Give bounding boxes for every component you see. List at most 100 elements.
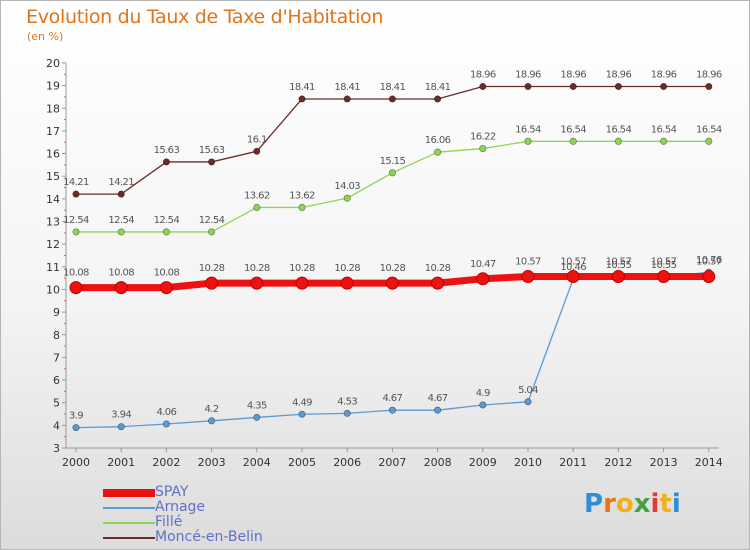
data-point bbox=[117, 228, 125, 236]
legend-swatch bbox=[103, 522, 155, 524]
y-tick-label: 8 bbox=[53, 329, 60, 342]
y-tick-label: 18 bbox=[46, 102, 60, 115]
data-point bbox=[298, 410, 306, 418]
data-label: 10.57 bbox=[606, 257, 632, 268]
data-point bbox=[524, 82, 532, 91]
data-point bbox=[117, 423, 125, 431]
data-point bbox=[434, 148, 442, 156]
y-tick-label: 4 bbox=[53, 419, 60, 432]
legend-item: Fillé bbox=[103, 514, 343, 530]
legend-item: SPAY bbox=[103, 484, 343, 500]
y-tick-label: 7 bbox=[53, 351, 60, 364]
data-point bbox=[72, 228, 80, 236]
data-label: 4.67 bbox=[382, 393, 402, 404]
data-point bbox=[298, 95, 306, 103]
x-tick-label: 2014 bbox=[695, 456, 723, 469]
data-label: 10.08 bbox=[63, 268, 89, 279]
data-point bbox=[253, 203, 261, 212]
data-label: 15.63 bbox=[154, 145, 180, 156]
data-label: 4.2 bbox=[205, 404, 219, 415]
x-tick-label: 2005 bbox=[288, 456, 316, 469]
chart-title: Evolution du Taux de Taxe d'Habitation bbox=[26, 6, 384, 28]
data-point bbox=[162, 228, 170, 236]
y-tick-label: 5 bbox=[53, 397, 60, 410]
data-label: 4.67 bbox=[428, 393, 448, 404]
logo-letter: x bbox=[633, 489, 651, 519]
data-label: 14.03 bbox=[334, 181, 360, 192]
data-point bbox=[340, 276, 354, 290]
data-point bbox=[114, 281, 128, 295]
data-label: 18.96 bbox=[515, 70, 541, 81]
x-tick-label: 2002 bbox=[152, 456, 180, 469]
chart-legend: SPAY Arnage Fillé Moncé-en-Belin bbox=[103, 484, 343, 545]
data-point bbox=[72, 424, 80, 432]
x-tick-label: 2001 bbox=[107, 456, 135, 469]
series-line bbox=[75, 271, 709, 429]
data-point bbox=[431, 276, 445, 290]
data-point bbox=[162, 158, 170, 166]
data-label: 16.1 bbox=[247, 134, 267, 145]
data-label: 13.62 bbox=[289, 190, 315, 201]
y-tick-label: 19 bbox=[46, 80, 60, 93]
data-point bbox=[479, 401, 487, 409]
data-label: 18.96 bbox=[651, 70, 677, 81]
y-tick-label: 17 bbox=[46, 125, 60, 138]
x-tick-label: 2003 bbox=[198, 456, 226, 469]
chart-series bbox=[69, 82, 716, 432]
data-label: 15.15 bbox=[380, 156, 406, 167]
logo-letter: P bbox=[584, 489, 604, 519]
x-tick-label: 2006 bbox=[333, 456, 361, 469]
data-point bbox=[524, 137, 532, 145]
data-label: 12.54 bbox=[154, 215, 180, 226]
y-tick-label: 9 bbox=[53, 306, 60, 319]
legend-label: SPAY bbox=[155, 484, 189, 500]
data-label: 16.22 bbox=[470, 132, 496, 143]
x-tick-label: 2013 bbox=[650, 456, 678, 469]
series-monc-en-belin bbox=[72, 82, 713, 198]
data-label: 12.54 bbox=[199, 215, 225, 226]
data-point bbox=[159, 281, 173, 295]
legend-label: Moncé-en-Belin bbox=[155, 529, 263, 545]
data-point bbox=[343, 194, 351, 202]
data-label: 14.21 bbox=[108, 177, 134, 188]
series-line bbox=[76, 85, 709, 195]
data-label: 4.9 bbox=[476, 388, 490, 399]
data-label: 10.28 bbox=[244, 263, 270, 274]
data-point bbox=[343, 95, 351, 103]
data-label: 18.96 bbox=[696, 70, 722, 81]
data-label: 18.41 bbox=[334, 82, 360, 93]
data-label: 15.63 bbox=[199, 145, 225, 156]
data-label: 10.57 bbox=[651, 257, 677, 268]
data-label: 10.28 bbox=[334, 263, 360, 274]
x-tick-label: 2004 bbox=[243, 456, 271, 469]
data-label: 13.62 bbox=[244, 190, 270, 201]
data-label: 3.94 bbox=[111, 410, 131, 421]
data-label: 18.96 bbox=[470, 70, 496, 81]
y-tick-label: 16 bbox=[46, 148, 60, 161]
x-tick-label: 2010 bbox=[514, 456, 542, 469]
data-label: 10.57 bbox=[696, 257, 722, 268]
data-point bbox=[208, 228, 216, 236]
data-label: 10.08 bbox=[154, 268, 180, 279]
data-point bbox=[521, 270, 535, 284]
data-label: 16.54 bbox=[606, 124, 632, 135]
x-tick-label: 2007 bbox=[378, 456, 406, 469]
y-tick-label: 11 bbox=[46, 261, 60, 274]
data-point bbox=[72, 190, 80, 198]
data-point bbox=[566, 270, 580, 284]
data-point bbox=[479, 82, 487, 91]
legend-item: Moncé-en-Belin bbox=[103, 529, 343, 545]
y-tick-label: 12 bbox=[46, 238, 60, 251]
data-label: 16.54 bbox=[696, 124, 722, 135]
data-label: 12.54 bbox=[63, 215, 89, 226]
data-label: 18.41 bbox=[380, 82, 406, 93]
chart-unit-label: (en %) bbox=[27, 30, 64, 43]
data-label: 10.55 bbox=[606, 260, 632, 271]
data-label: 10.28 bbox=[425, 263, 451, 274]
data-point bbox=[208, 417, 216, 425]
data-label: 4.06 bbox=[156, 407, 176, 418]
data-point bbox=[660, 137, 668, 145]
data-point bbox=[660, 82, 668, 91]
data-point bbox=[611, 270, 625, 284]
